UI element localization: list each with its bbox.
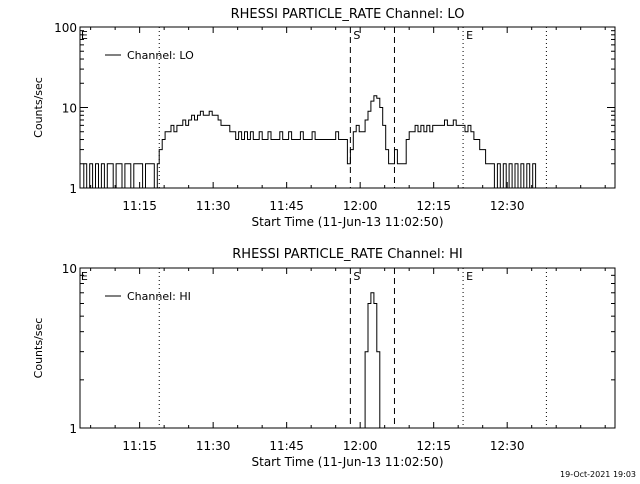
- panel-2-xtick-label: 12:00: [343, 439, 378, 453]
- panel-1-xtick-label: 11:45: [269, 199, 304, 213]
- panel-2-xtick-label: 11:15: [122, 439, 157, 453]
- panel-1-xtick-label: 11:15: [122, 199, 157, 213]
- panel-1-title: RHESSI PARTICLE_RATE Channel: LO: [231, 7, 465, 22]
- panel-2-marker-label: S: [353, 270, 360, 283]
- panel-2-corner-label: E: [81, 270, 88, 283]
- panel-2-xlabel: Start Time (11-Jun-13 11:02:50): [252, 455, 444, 469]
- panel-1-ylabel: Counts/sec: [32, 77, 45, 138]
- panel-2-xtick-label: 11:45: [269, 439, 304, 453]
- panel-2-ytick-label: 1: [69, 422, 77, 436]
- panel-2-ytick-label: 10: [62, 262, 77, 276]
- panel-2-xtick-label: 12:15: [416, 439, 451, 453]
- panel-1-series-line: [80, 95, 545, 189]
- footer-timestamp: 19-Oct-2021 19:03: [560, 470, 636, 479]
- panel-2-xtick-label: 11:30: [196, 439, 231, 453]
- panel-2-series-line: [363, 292, 382, 429]
- panel-1-xtick-label: 11:30: [196, 199, 231, 213]
- panel-1-ytick-label: 100: [54, 21, 77, 35]
- panel-1-marker-label: S: [353, 29, 360, 42]
- panel-1-xtick-label: 12:15: [416, 199, 451, 213]
- panel-1-xlabel: Start Time (11-Jun-13 11:02:50): [252, 215, 444, 229]
- panel-1-ytick-label: 1: [69, 182, 77, 196]
- panel-1-ytick-label: 10: [62, 102, 77, 116]
- panel-1-legend-label: Channel: LO: [127, 49, 194, 62]
- panel-1-xtick-label: 12:30: [490, 199, 525, 213]
- panel-2-legend-label: Channel: HI: [127, 290, 191, 303]
- panel-2-ylabel: Counts/sec: [32, 318, 45, 379]
- panel-2-marker-label: E: [466, 270, 473, 283]
- panel-1-marker-label: E: [466, 29, 473, 42]
- panel-1-corner-label: E: [81, 29, 88, 42]
- panel-1-xtick-label: 12:00: [343, 199, 378, 213]
- panel-2-title: RHESSI PARTICLE_RATE Channel: HI: [232, 247, 462, 262]
- panel-2-xtick-label: 12:30: [490, 439, 525, 453]
- panel-2-frame: [79, 267, 616, 429]
